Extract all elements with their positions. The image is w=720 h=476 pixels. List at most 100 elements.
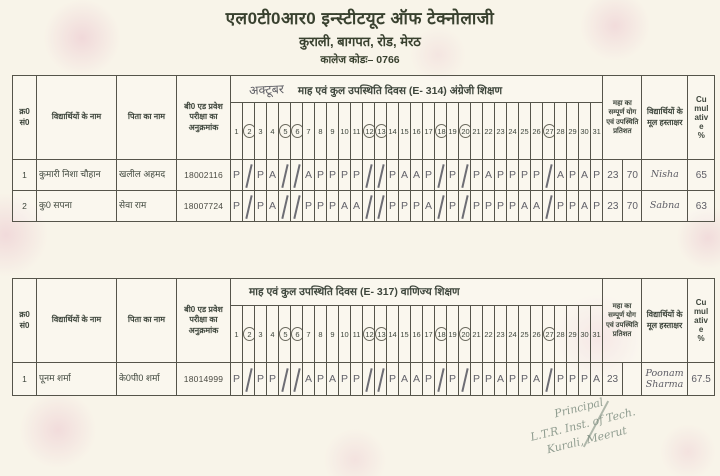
- day-header-cell: 24: [506, 305, 519, 363]
- holiday-slash: [365, 195, 372, 219]
- holiday-slash: [545, 368, 552, 392]
- attendance-cell: A: [302, 362, 315, 396]
- student-signature-cell: Poonam Sharma: [641, 362, 689, 396]
- day-header-cell: 18: [434, 102, 447, 160]
- roll-number-cell: 18002116: [176, 159, 231, 191]
- day-header-cell: 1: [230, 305, 243, 363]
- holiday-slash: [545, 164, 552, 188]
- attendance-cell: P: [422, 362, 435, 396]
- attendance-cell: P: [530, 159, 543, 191]
- day-header-cell: 3: [254, 102, 267, 160]
- document-header: एल0टी0आर0 इन्स्टीटयूट ऑफ टेक्नोलाजी कुरा…: [0, 6, 720, 67]
- day-header-cell: 28: [554, 102, 567, 160]
- attendance-cell: A: [530, 362, 543, 396]
- circled-day-number: 2: [243, 124, 254, 138]
- attendance-cell: [542, 159, 555, 191]
- student-row: 1 पूनम शर्मा के0पी0 शर्मा 18014999 P P P A P A P P P…: [12, 362, 716, 396]
- holiday-slash: [461, 368, 468, 392]
- attendance-cell: [242, 190, 255, 222]
- attendance-cell: A: [482, 159, 495, 191]
- attendance-cell: A: [518, 190, 531, 222]
- day-header-cell: 13: [374, 102, 387, 160]
- month-total-cell: 23: [602, 190, 624, 222]
- attendance-cell: P: [494, 159, 507, 191]
- handwritten-month: अक्टूबर: [248, 81, 285, 98]
- col-header-month-total: महा का सम्पूर्ण योग एवं उपस्थिति प्रतिशत: [602, 278, 643, 363]
- serial-number-cell: 1: [12, 159, 37, 191]
- day-header-cell: 3: [254, 305, 267, 363]
- day-header-cell: 19: [446, 102, 459, 160]
- attendance-cell: P: [422, 159, 435, 191]
- holiday-slash: [377, 368, 384, 392]
- attendance-table-e317-commerce: क्र0 सं0 विद्यार्थियों के नाम पिता का नाम ब…: [12, 278, 716, 396]
- attendance-cell: P: [470, 362, 483, 396]
- attendance-cell: P: [506, 362, 519, 396]
- attendance-cell: P: [589, 159, 604, 191]
- circled-day-number: 27: [543, 327, 554, 341]
- attendance-cell: P: [386, 362, 399, 396]
- col-header-signature: विद्यार्थियों के मूल हस्ताक्षर: [641, 75, 689, 160]
- attendance-cell: [542, 190, 555, 222]
- attendance-cell: [242, 362, 255, 396]
- day-header-cell: 22: [482, 305, 495, 363]
- father-name-cell: खलील अहमद: [116, 159, 177, 191]
- attendance-cell: P: [302, 190, 315, 222]
- day-header-cell: 6: [290, 305, 303, 363]
- circled-day-number: 12: [363, 124, 374, 138]
- attendance-cell: [458, 159, 471, 191]
- day-header-cell: 13: [374, 305, 387, 363]
- student-signature-cell: Nisha: [641, 159, 689, 191]
- circled-day-number: 20: [459, 124, 470, 138]
- attendance-cell: [242, 159, 255, 191]
- day-header-cell: 27: [542, 305, 555, 363]
- circled-day-number: 13: [375, 124, 386, 138]
- header-row-top: क्र0 सं0 विद्यार्थियों के नाम पिता का नाम ब…: [12, 278, 716, 363]
- attendance-cell: A: [494, 362, 507, 396]
- circled-day-number: 6: [291, 327, 302, 341]
- circled-day-number: 5: [279, 124, 290, 138]
- day-header-cell: 5: [278, 102, 291, 160]
- attendance-cell: P: [446, 159, 459, 191]
- holiday-slash: [545, 195, 552, 219]
- holiday-slash: [293, 368, 300, 392]
- month-total-cell: 23: [602, 159, 624, 191]
- col-header-student-name: विद्यार्थियों के नाम: [36, 75, 117, 160]
- day-header-cell: 31: [589, 102, 604, 160]
- col-header-sr: क्र0 सं0: [12, 278, 37, 363]
- cumulative-cell: 63: [687, 190, 716, 222]
- day-header-cell: 15: [398, 102, 411, 160]
- student-signature-cell: Sabna: [641, 190, 689, 222]
- attendance-cell: A: [398, 159, 411, 191]
- day-header-cell: 8: [314, 102, 327, 160]
- day-header-cell: 21: [470, 305, 483, 363]
- holiday-slash: [281, 164, 288, 188]
- day-header-cell: 19: [446, 305, 459, 363]
- day-header-cell: 5: [278, 305, 291, 363]
- day-header-cell: 4: [266, 102, 279, 160]
- day-header-cell: 22: [482, 102, 495, 160]
- circled-day-number: 2: [243, 327, 254, 341]
- attendance-cell: P: [506, 190, 519, 222]
- percent-cell: 70: [622, 190, 643, 222]
- student-row: 1 कुमारी निशा चौहान खलील अहमद 18002116 P P A A P…: [12, 159, 716, 191]
- father-name-cell: सेवा राम: [116, 190, 177, 222]
- institute-address: कुराली, बागपत, रोड, मेरठ: [299, 34, 421, 49]
- attendance-cell: A: [554, 159, 567, 191]
- day-header-cell: 15: [398, 305, 411, 363]
- attendance-cell: [278, 190, 291, 222]
- month-span-header: अक्टूबर माह एवं कुल उपस्थिति दिवस (E- 314…: [229, 75, 604, 103]
- day-header-cell: 8: [314, 305, 327, 363]
- attendance-cell: P: [386, 190, 399, 222]
- day-header-cell: 14: [386, 305, 399, 363]
- holiday-slash: [245, 195, 252, 219]
- attendance-cell: [362, 190, 375, 222]
- day-header-cell: 7: [302, 305, 315, 363]
- attendance-cell: [542, 362, 555, 396]
- col-header-month-total: महा का सम्पूर्ण योग एवं उपस्थिति प्रतिशत: [602, 75, 643, 160]
- table-header: क्र0 सं0 विद्यार्थियों के नाम पिता का नाम ब…: [12, 278, 716, 363]
- attendance-cell: P: [446, 190, 459, 222]
- attendance-cell: P: [470, 190, 483, 222]
- serial-number-cell: 1: [12, 362, 37, 396]
- day-header-cell: 16: [410, 305, 423, 363]
- day-header-cell: 9: [326, 102, 339, 160]
